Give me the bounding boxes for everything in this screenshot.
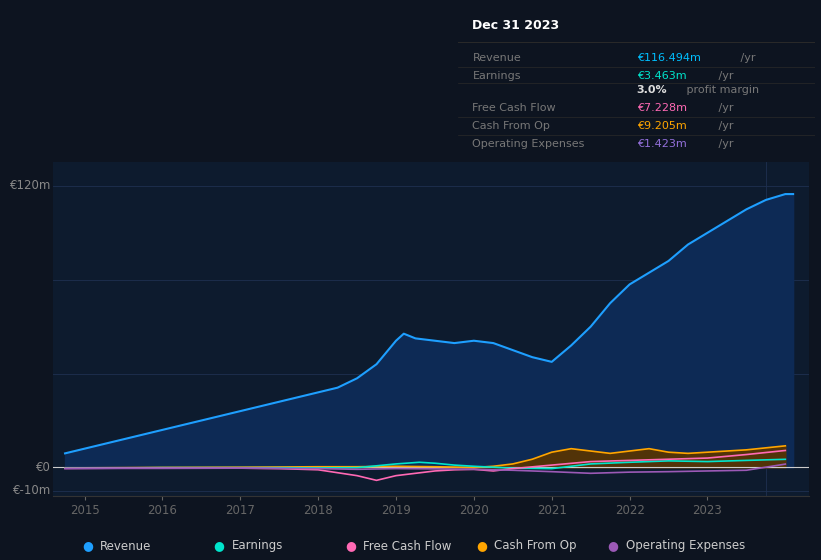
- Text: ●: ●: [213, 539, 224, 553]
- Text: 3.0%: 3.0%: [637, 85, 667, 95]
- Text: Dec 31 2023: Dec 31 2023: [472, 19, 560, 32]
- Text: /yr: /yr: [715, 71, 734, 81]
- Text: ●: ●: [82, 539, 93, 553]
- Text: /yr: /yr: [736, 53, 755, 63]
- Text: €3.463m: €3.463m: [637, 71, 686, 81]
- Text: Earnings: Earnings: [232, 539, 283, 553]
- Text: profit margin: profit margin: [683, 85, 759, 95]
- Text: /yr: /yr: [715, 103, 734, 113]
- Text: €9.205m: €9.205m: [637, 121, 686, 131]
- Text: Operating Expenses: Operating Expenses: [472, 139, 585, 150]
- Text: ●: ●: [476, 539, 487, 553]
- Text: Free Cash Flow: Free Cash Flow: [363, 539, 452, 553]
- Text: €0: €0: [36, 461, 51, 474]
- Text: Cash From Op: Cash From Op: [472, 121, 550, 131]
- Text: /yr: /yr: [715, 139, 734, 150]
- Text: /yr: /yr: [715, 121, 734, 131]
- Text: Revenue: Revenue: [100, 539, 152, 553]
- Text: Free Cash Flow: Free Cash Flow: [472, 103, 556, 113]
- Text: €1.423m: €1.423m: [637, 139, 686, 150]
- Text: Revenue: Revenue: [472, 53, 521, 63]
- Text: ●: ●: [608, 539, 618, 553]
- Text: ●: ●: [345, 539, 355, 553]
- Text: €-10m: €-10m: [13, 484, 51, 497]
- Text: Earnings: Earnings: [472, 71, 521, 81]
- Text: Operating Expenses: Operating Expenses: [626, 539, 745, 553]
- Text: Cash From Op: Cash From Op: [494, 539, 576, 553]
- Text: €7.228m: €7.228m: [637, 103, 686, 113]
- Text: €116.494m: €116.494m: [637, 53, 700, 63]
- Text: €120m: €120m: [10, 179, 51, 193]
